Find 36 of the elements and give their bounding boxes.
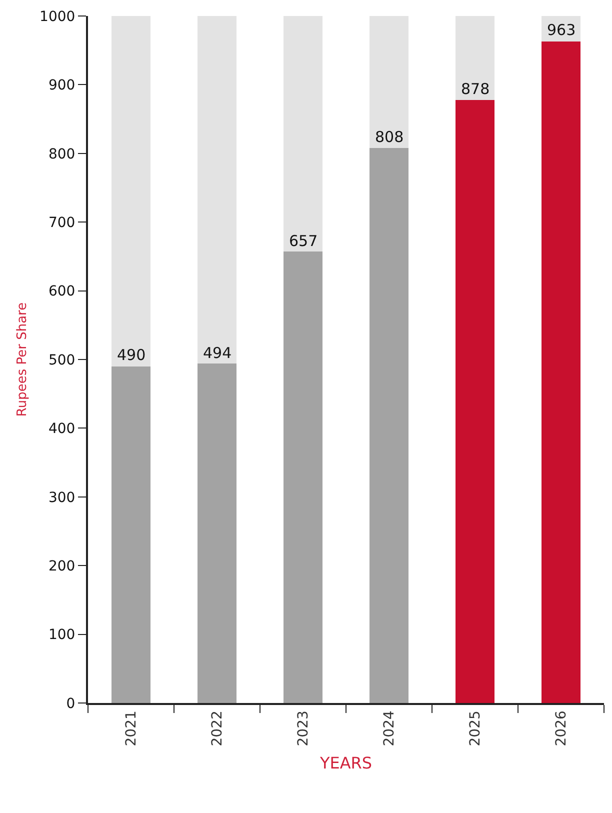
bar — [112, 366, 150, 703]
y-tick-label: 400 — [48, 421, 76, 438]
data-label: 657 — [289, 232, 318, 250]
y-tick-label: 800 — [48, 146, 76, 162]
y-tick-label: 700 — [48, 215, 76, 231]
y-tick-label: 0 — [66, 696, 76, 712]
data-label: 494 — [203, 344, 232, 362]
data-label: 878 — [461, 80, 490, 98]
bar — [370, 16, 408, 148]
bar — [370, 148, 408, 703]
y-tick-label: 100 — [48, 627, 76, 644]
y-axis-title: Rupees Per Share — [15, 302, 30, 417]
x-tick-label: 2026 — [554, 710, 570, 746]
x-tick-label: 2024 — [382, 710, 398, 746]
bar — [112, 16, 150, 366]
bar — [542, 41, 580, 703]
bar — [284, 16, 322, 252]
x-axis-title: YEARS — [318, 753, 372, 772]
x-tick-label: 2023 — [296, 710, 312, 746]
bar — [456, 100, 494, 703]
y-tick-label: 500 — [48, 352, 76, 368]
data-label: 808 — [375, 128, 404, 146]
bar — [284, 252, 322, 703]
y-tick-label: 300 — [48, 490, 76, 506]
data-label: 490 — [117, 346, 146, 364]
y-tick-label: 200 — [48, 558, 76, 574]
bar — [198, 16, 236, 364]
bar — [456, 16, 494, 100]
y-tick-label: 1000 — [40, 8, 76, 25]
data-label: 963 — [547, 21, 576, 39]
bar — [198, 364, 236, 703]
x-tick-label: 2022 — [210, 710, 226, 746]
x-tick-label: 2021 — [124, 710, 140, 746]
y-tick-label: 900 — [48, 78, 76, 94]
y-tick-label: 600 — [48, 284, 76, 300]
x-tick-label: 2025 — [468, 710, 484, 746]
